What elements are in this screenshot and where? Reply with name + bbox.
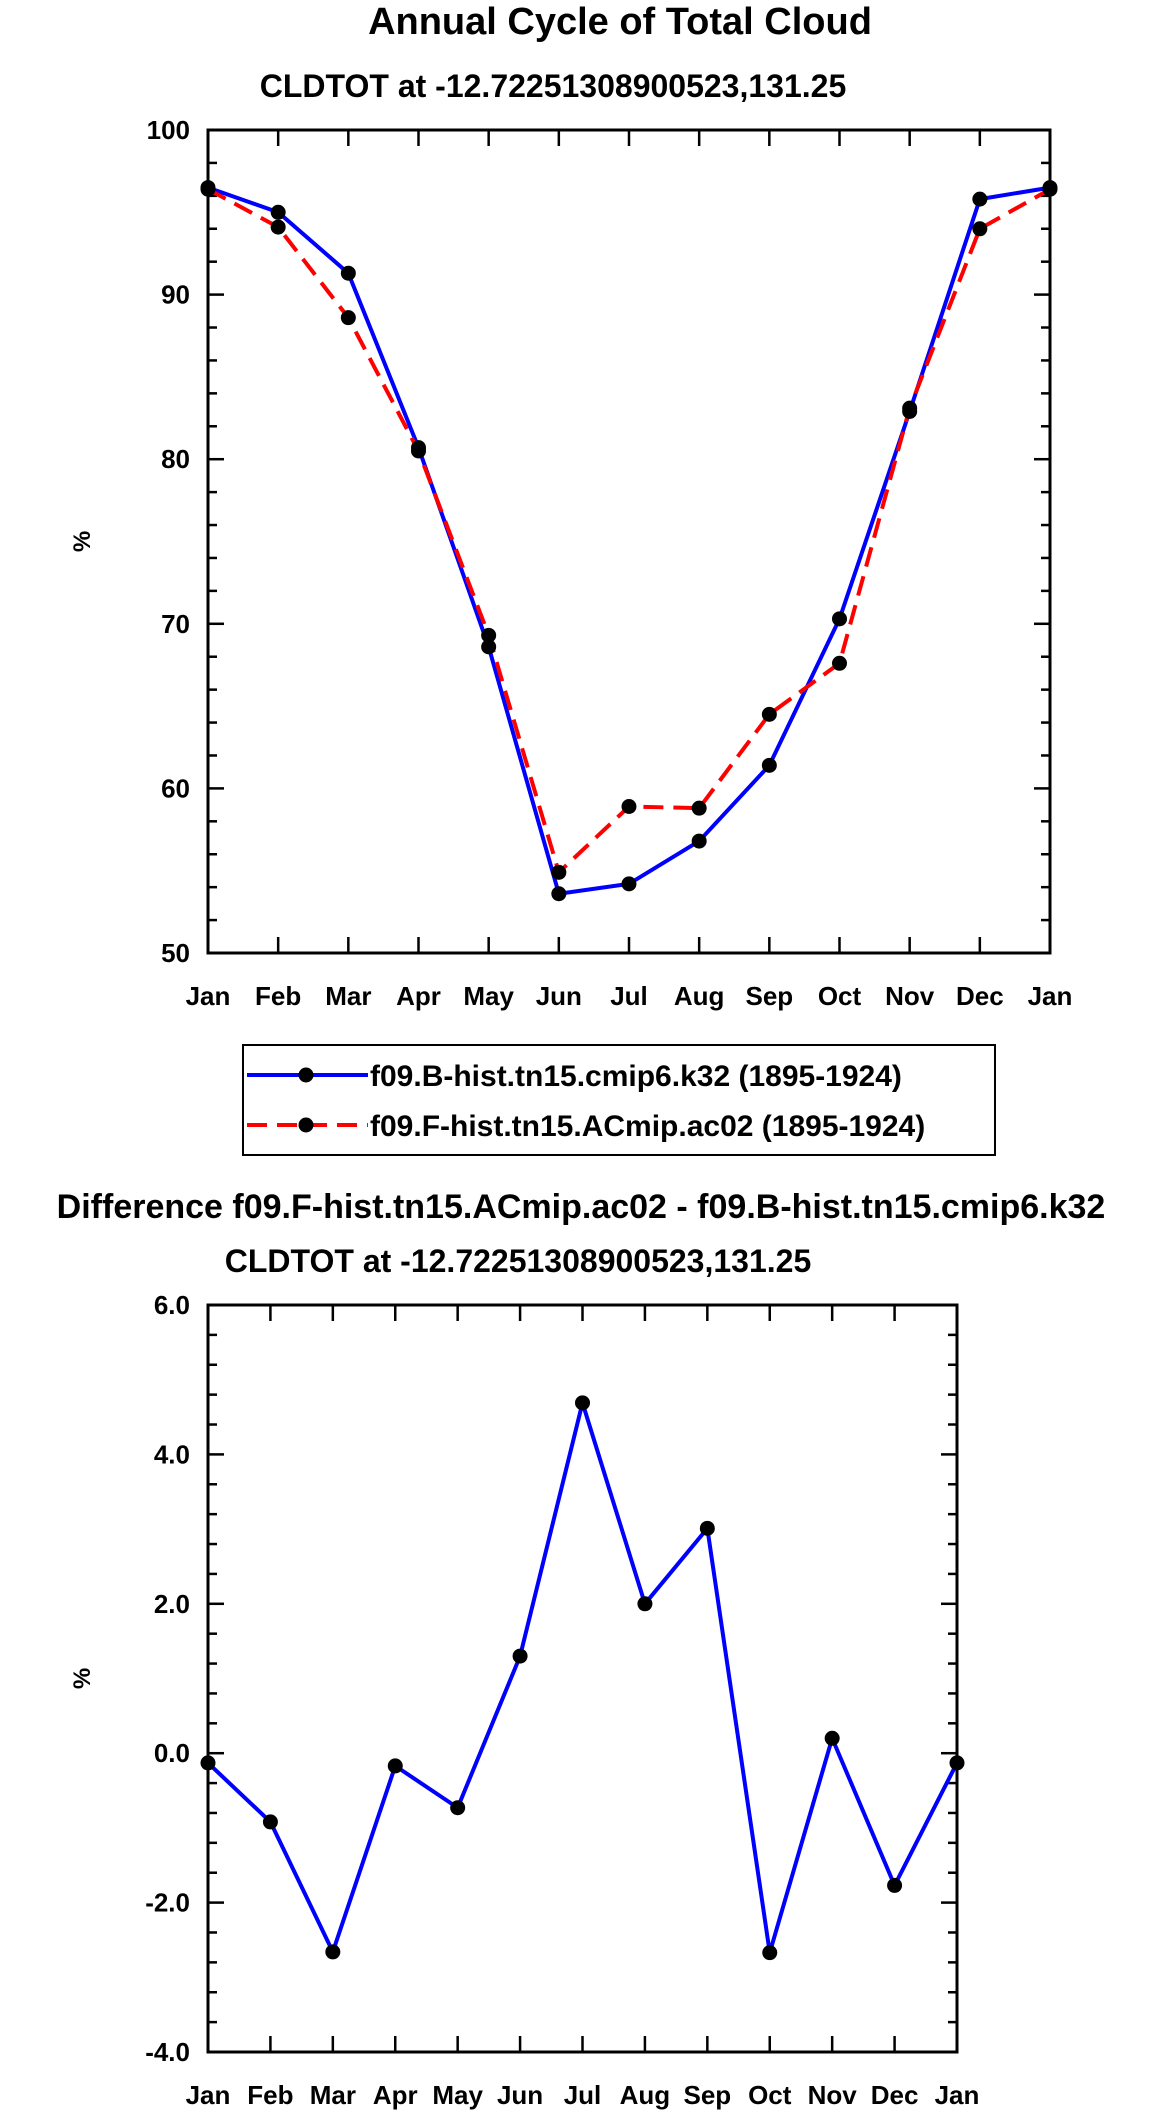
top-series-2-point bbox=[902, 400, 918, 416]
legend: f09.B-hist.tn15.cmip6.k32 (1895-1924) f0… bbox=[242, 1044, 996, 1156]
bottom-x-tick-label: Jun bbox=[497, 2080, 543, 2110]
top-x-tick-label: Feb bbox=[255, 981, 301, 1011]
bottom-x-tick-label: Sep bbox=[683, 2080, 731, 2110]
top-series-2-point bbox=[481, 627, 497, 643]
top-series-1-point bbox=[551, 886, 567, 902]
bottom-series-1-point bbox=[325, 1944, 341, 1960]
top-x-tick-label: Apr bbox=[396, 981, 441, 1011]
top-series-1-point bbox=[972, 191, 988, 207]
top-series-2-point bbox=[1042, 181, 1058, 197]
top-series-1-point bbox=[270, 204, 286, 220]
top-y-tick-label: 90 bbox=[161, 280, 190, 310]
bottom-y-tick-label: 0.0 bbox=[154, 1738, 190, 1768]
bottom-x-tick-label: Mar bbox=[310, 2080, 356, 2110]
top-series-line-2 bbox=[207, 187, 1051, 875]
top-series-line-1 bbox=[207, 185, 1051, 896]
bottom-series-1-point bbox=[262, 1814, 278, 1830]
bottom-x-tick-label: Jan bbox=[935, 2080, 980, 2110]
legend-marker-series-2 bbox=[298, 1117, 314, 1133]
legend-marker-series-1 bbox=[298, 1067, 314, 1083]
bottom-chart-title: Difference f09.F-hist.tn15.ACmip.ac02 - … bbox=[57, 1188, 1106, 1226]
bottom-x-tick-label: Nov bbox=[808, 2080, 858, 2110]
bottom-series-1-point bbox=[637, 1596, 653, 1612]
top-series-1-point bbox=[761, 757, 777, 773]
bottom-series-1-point bbox=[575, 1395, 590, 1411]
bottom-chart: -4.0 -2.0 0.0 2.0 4.0 6.0 Jan Feb Mar Apr May Jun Ju… bbox=[69, 1290, 979, 2110]
bottom-series-1-point bbox=[949, 1755, 965, 1771]
top-y-tick-label: 100 bbox=[147, 115, 190, 145]
top-series-2-point bbox=[832, 655, 847, 671]
top-x-tick-label: Mar bbox=[325, 981, 371, 1011]
top-series-2-point bbox=[340, 310, 356, 326]
top-series-2-point bbox=[691, 800, 707, 816]
top-chart-subtitle: CLDTOT at -12.72251308900523,131.25 bbox=[260, 68, 846, 104]
bottom-y-tick-label: -4.0 bbox=[145, 2037, 190, 2067]
bottom-x-tick-label: Feb bbox=[247, 2080, 293, 2110]
bottom-series-1-point bbox=[699, 1520, 715, 1536]
top-y-tick-label: 70 bbox=[161, 609, 190, 639]
top-x-tick-label: Aug bbox=[674, 981, 725, 1011]
top-series-1-point bbox=[691, 833, 707, 849]
top-x-tick-label: Dec bbox=[956, 981, 1004, 1011]
top-plot-frame bbox=[206, 128, 1052, 955]
legend-box bbox=[242, 1044, 996, 1156]
bottom-y-tick-label: -2.0 bbox=[145, 1888, 190, 1918]
bottom-x-tick-label: Jan bbox=[186, 2080, 231, 2110]
top-x-tick-label: Oct bbox=[818, 981, 862, 1011]
bottom-x-tick-label: Jul bbox=[564, 2080, 602, 2110]
bottom-series-1-point bbox=[512, 1648, 528, 1664]
top-y-tick-label: 60 bbox=[161, 773, 190, 803]
bottom-plot-frame bbox=[206, 1303, 959, 2054]
bottom-y-tick-label: 6.0 bbox=[154, 1290, 190, 1320]
bottom-y-tick-label: 4.0 bbox=[154, 1439, 190, 1469]
top-y-tick-label: 50 bbox=[161, 938, 190, 968]
top-series-1-point bbox=[481, 639, 497, 655]
bottom-x-tick-label: Oct bbox=[748, 2080, 792, 2110]
top-x-tick-label: Jun bbox=[536, 981, 582, 1011]
bottom-x-tick-label: Apr bbox=[373, 2080, 418, 2110]
legend-label-series-2: f09.F-hist.tn15.ACmip.ac02 (1895-1924) bbox=[370, 1110, 925, 1143]
bottom-series-1-point bbox=[387, 1758, 403, 1774]
top-series-1-point bbox=[832, 611, 847, 627]
top-x-tick-label: May bbox=[463, 981, 514, 1011]
bottom-series-1-point bbox=[200, 1755, 216, 1771]
top-x-tick-label: Jul bbox=[610, 981, 648, 1011]
top-x-tick-label: Jan bbox=[186, 981, 231, 1011]
top-series-2-point bbox=[200, 181, 216, 197]
legend-label-series-1: f09.B-hist.tn15.cmip6.k32 (1895-1924) bbox=[370, 1060, 902, 1093]
bottom-series-line-1 bbox=[206, 1400, 959, 1955]
top-series-2-point bbox=[270, 219, 286, 235]
top-series-1-point bbox=[621, 876, 637, 892]
bottom-chart-subtitle: CLDTOT at -12.72251308900523,131.25 bbox=[225, 1243, 811, 1279]
top-x-tick-label: Nov bbox=[885, 981, 935, 1011]
top-chart: 50 60 70 80 90 100 Jan Feb Mar Apr May Jun Jul Aug Sep… bbox=[69, 115, 1072, 1011]
top-x-tick-label: Sep bbox=[745, 981, 793, 1011]
top-series-2-point bbox=[621, 799, 637, 815]
top-chart-title: Annual Cycle of Total Cloud bbox=[368, 1, 872, 43]
bottom-x-tick-label: Dec bbox=[871, 2080, 919, 2110]
bottom-series-1-point bbox=[887, 1877, 903, 1893]
top-series-2-point bbox=[411, 443, 426, 459]
bottom-series-1-point bbox=[762, 1945, 778, 1961]
top-x-tick-label: Jan bbox=[1028, 981, 1073, 1011]
top-series-1-point bbox=[340, 265, 356, 281]
bottom-y-tick-label: 2.0 bbox=[154, 1589, 190, 1619]
top-y-tick-label: 80 bbox=[161, 444, 190, 474]
bottom-x-tick-label: Aug bbox=[620, 2080, 671, 2110]
bottom-y-axis-label: % bbox=[69, 1668, 96, 1689]
top-y-axis-label: % bbox=[69, 531, 96, 552]
bottom-series-1-point bbox=[824, 1730, 840, 1746]
top-series-2-point bbox=[551, 864, 567, 880]
bottom-x-tick-label: May bbox=[432, 2080, 483, 2110]
top-series-2-point bbox=[761, 706, 777, 722]
top-series-2-point bbox=[972, 221, 988, 237]
bottom-series-1-point bbox=[450, 1800, 466, 1816]
